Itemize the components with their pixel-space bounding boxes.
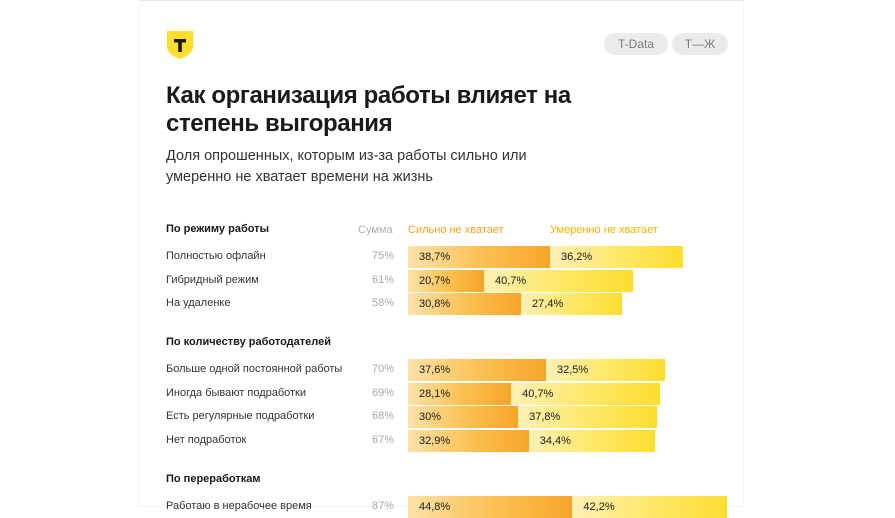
- row-label: Работаю в нерабочее время: [166, 500, 312, 512]
- row-label: Иногда бывают подработки: [166, 386, 307, 399]
- row-sum: 67%: [371, 434, 394, 447]
- row-sum: 70%: [371, 363, 394, 375]
- bar-strongly: [408, 359, 546, 381]
- bar-strongly: [408, 269, 484, 292]
- row-label: Больше одной постоянной работы: [166, 363, 343, 375]
- legend-strongly: Сильно не хватает: [408, 224, 504, 236]
- section-title: По количеству работодателей: [166, 336, 331, 348]
- bar-strongly: [408, 382, 512, 405]
- bar-moderately: [483, 269, 634, 292]
- value-label-strongly: 30%: [419, 411, 442, 424]
- value-label-strongly: 28,1%: [419, 387, 451, 400]
- sum-header: Сумма: [358, 224, 393, 236]
- value-label-moderately: 40,7%: [522, 387, 554, 400]
- section-title: По режиму работы: [166, 223, 269, 235]
- value-label-moderately: 37,8%: [529, 411, 561, 424]
- row-label: Нет подработок: [166, 434, 247, 447]
- tag-t-zh[interactable]: T—Ж: [672, 33, 728, 55]
- row-label: Полностью офлайн: [166, 250, 266, 262]
- value-label-moderately: 40,7%: [494, 274, 527, 287]
- bar-moderately: [545, 359, 666, 381]
- row-label: На удаленке: [166, 297, 231, 310]
- bar-strongly: [408, 430, 529, 453]
- value-label-moderately: 27,4%: [532, 298, 564, 311]
- page-title: Как организация работы влияет на степень…: [166, 82, 571, 137]
- bar-moderately: [518, 406, 657, 429]
- bar-strongly: [408, 246, 551, 268]
- t-logo-icon: [167, 31, 193, 59]
- row-sum: 68%: [371, 410, 394, 423]
- legend-moderately: Умеренно не хватает: [550, 224, 658, 236]
- value-label-strongly: 44,8%: [419, 501, 451, 513]
- row-label: Гибридный режим: [166, 273, 259, 286]
- value-label-moderately: 36,2%: [561, 251, 593, 263]
- bar-moderately: [511, 382, 661, 405]
- value-label-strongly: 30,8%: [419, 298, 451, 311]
- value-label-moderately: 34,4%: [539, 435, 571, 448]
- row-sum: 75%: [371, 250, 394, 262]
- section-title: По переработкам: [166, 473, 261, 485]
- value-label-strongly: 38,7%: [419, 251, 451, 263]
- value-label-moderately: 32,5%: [556, 364, 589, 376]
- value-label-strongly: 37,6%: [419, 364, 451, 376]
- value-label-strongly: 32,9%: [419, 435, 451, 448]
- bar-strongly: [408, 406, 519, 429]
- bar-moderately: [521, 293, 622, 316]
- row-sum: 61%: [371, 273, 394, 286]
- row-sum: 69%: [371, 386, 394, 399]
- bar-strongly: [408, 293, 522, 316]
- tag-t-data[interactable]: T-Data: [604, 33, 668, 55]
- row-sum: 58%: [371, 297, 394, 310]
- value-label-strongly: 20,7%: [419, 274, 451, 287]
- value-label-moderately: 42,2%: [583, 501, 615, 513]
- bar-moderately: [528, 430, 655, 453]
- page-subtitle: Доля опрошенных, которым из-за работы си…: [166, 148, 527, 185]
- bar-moderately: [550, 246, 683, 268]
- row-label: Есть регулярные подработки: [166, 410, 315, 423]
- row-sum: 87%: [371, 500, 394, 512]
